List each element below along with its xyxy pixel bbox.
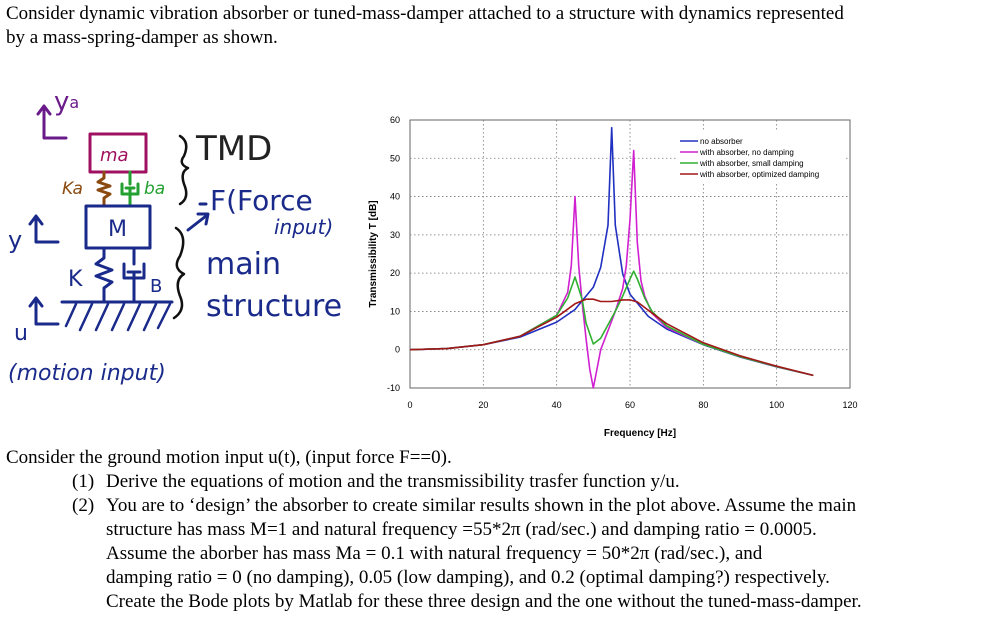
main-label: main — [206, 247, 281, 282]
y-tick-label: 60 — [390, 115, 400, 125]
force-arrow — [186, 202, 210, 232]
item-line: Create the Bode plots by Matlab for thes… — [106, 591, 862, 612]
chart-series — [409, 126, 814, 389]
intro-line-1: Consider dynamic vibration absorber or t… — [6, 3, 844, 24]
chart-legend: no absorber with absorber, no damping with… — [676, 130, 846, 182]
item-line: damping ratio = 0 (no damping), 0.05 (lo… — [106, 567, 830, 588]
x-tick-label: 120 — [842, 400, 857, 410]
ka-spring — [96, 170, 112, 208]
problem-question: Consider the ground motion input u(t), (… — [6, 446, 992, 614]
ba-label: ba — [144, 179, 165, 199]
legend-label: with absorber, optimized damping — [699, 170, 819, 179]
k-label: K — [68, 267, 83, 292]
main-brace — [172, 226, 186, 320]
problem-intro: Consider dynamic vibration absorber or t… — [6, 2, 992, 50]
y-arrow — [28, 214, 60, 244]
tmd-sketch: ya ma TMD Ka ba F(Force input) y M main … — [8, 87, 342, 386]
input-label: input) — [274, 215, 333, 239]
x-tick-label: 100 — [769, 400, 784, 410]
y-tick-label: 30 — [390, 230, 400, 240]
u-label: u — [14, 321, 28, 346]
y-tick-label: 10 — [390, 306, 400, 316]
question-lead: Consider the ground motion input u(t), (… — [6, 447, 452, 468]
ma-box — [88, 132, 148, 174]
x-tick-label: 0 — [407, 400, 412, 410]
m-label: M — [108, 217, 127, 242]
ma-label: ma — [100, 145, 129, 166]
u-arrow — [28, 296, 60, 326]
x-tick-label: 80 — [698, 400, 708, 410]
tmd-brace — [178, 134, 190, 206]
force-label: F(Force — [210, 184, 313, 217]
y-axis-label: Transmissibility T [dB] — [368, 200, 379, 307]
series-line — [409, 149, 814, 389]
ya-label: ya — [54, 87, 79, 117]
item-line: structure has mass M=1 and natural frequ… — [106, 519, 817, 540]
y-tick-label: 20 — [390, 268, 400, 278]
x-tick-label: 40 — [552, 400, 562, 410]
question-item-2: (2) You are to ‘design’ the absorber to … — [72, 494, 992, 614]
motion-label: (motion input) — [8, 361, 166, 386]
item-line: Assume the aborber has mass Ma = 0.1 wit… — [106, 543, 763, 564]
y-label: y — [8, 226, 22, 254]
question-item-1: (1) Derive the equations of motion and t… — [72, 470, 992, 494]
ba-damper — [120, 170, 140, 208]
k-spring — [94, 246, 114, 304]
ground-hatch — [64, 302, 172, 332]
item-line: Derive the equations of motion and the t… — [106, 471, 680, 492]
chart-ticks: 0 20 40 60 80 100 120 -10 0 10 20 30 40 50 60 — [387, 115, 858, 410]
x-axis-label: Frequency [Hz] — [604, 428, 676, 439]
intro-line-2: by a mass-spring-damper as shown. — [6, 27, 278, 48]
legend-label: with absorber, small damping — [699, 159, 804, 168]
series-line — [409, 270, 814, 377]
y-tick-label: 40 — [390, 192, 400, 202]
legend-label: no absorber — [700, 137, 743, 146]
y-tick-label: -10 — [387, 383, 400, 393]
item-number: (1) — [72, 471, 95, 492]
x-tick-label: 20 — [478, 400, 488, 410]
b-damper — [122, 246, 146, 304]
tmd-label: TMD — [195, 129, 272, 169]
transmissibility-chart: 0 20 40 60 80 100 120 -10 0 10 20 30 40 50 60 no absor… — [368, 115, 858, 439]
legend-label: with absorber, no damping — [699, 148, 794, 157]
y-tick-label: 50 — [390, 153, 400, 163]
item-line: You are to ‘design’ the absorber to crea… — [106, 495, 857, 516]
legend-box — [676, 130, 846, 182]
b-label: B — [150, 276, 162, 297]
ya-arrow — [36, 104, 68, 140]
x-tick-label: 60 — [625, 400, 635, 410]
structure-label: structure — [206, 289, 342, 324]
y-tick-label: 0 — [395, 345, 400, 355]
m-box — [84, 204, 152, 250]
ka-label: Ka — [62, 179, 83, 199]
item-number: (2) — [72, 495, 95, 516]
series-line — [409, 298, 814, 377]
plot-area — [409, 119, 851, 389]
